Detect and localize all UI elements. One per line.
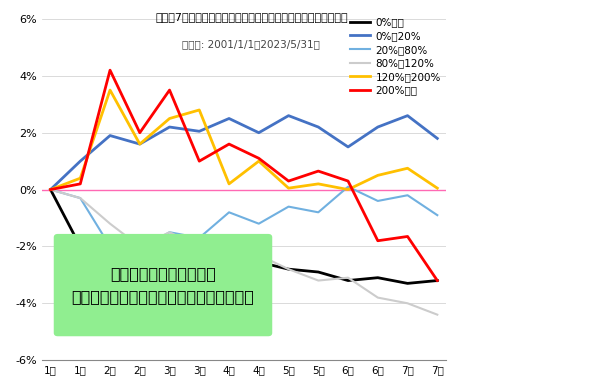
0%以下 xyxy=(374,275,382,280)
80%～120% xyxy=(374,295,382,300)
80%～120% xyxy=(434,312,441,317)
120%～200% xyxy=(47,187,54,192)
200%以上 xyxy=(344,179,352,183)
0%以下 xyxy=(107,246,114,250)
20%～80% xyxy=(314,210,322,215)
Text: 上場後7日間の鉐落率推移（公開価格からの初値鉐落率で分類）: 上場後7日間の鉐落率推移（公開価格からの初値鉐落率で分類） xyxy=(155,12,348,22)
120%～200% xyxy=(374,173,382,178)
200%以上 xyxy=(374,238,382,243)
200%以上 xyxy=(404,234,411,239)
20%～80% xyxy=(107,244,114,249)
0%～20% xyxy=(196,129,203,134)
0%～20% xyxy=(374,125,382,129)
0%以下 xyxy=(434,278,441,283)
Text: （期間: 2001/1/1～2023/5/31）: （期間: 2001/1/1～2023/5/31） xyxy=(183,39,320,49)
20%～80% xyxy=(285,204,292,209)
200%以上 xyxy=(314,169,322,174)
20%～80% xyxy=(404,193,411,198)
120%～200% xyxy=(136,142,143,146)
Line: 120%～200%: 120%～200% xyxy=(50,90,437,190)
0%以下 xyxy=(225,255,232,260)
FancyBboxPatch shape xyxy=(54,234,272,336)
Legend: 0%以下, 0%～20%, 20%～80%, 80%～120%, 120%～200%, 200%以上: 0%以下, 0%～20%, 20%～80%, 80%～120%, 120%～20… xyxy=(350,18,441,96)
20%～80% xyxy=(434,213,441,218)
80%～120% xyxy=(404,301,411,306)
0%～20% xyxy=(47,187,54,192)
80%～120% xyxy=(136,244,143,249)
80%～120% xyxy=(314,278,322,283)
0%以下 xyxy=(77,244,84,249)
0%以下 xyxy=(285,267,292,271)
80%～120% xyxy=(77,196,84,200)
0%以下 xyxy=(404,281,411,286)
20%～80% xyxy=(374,199,382,203)
200%以上 xyxy=(196,159,203,163)
Line: 200%以上: 200%以上 xyxy=(50,70,437,280)
80%～120% xyxy=(225,238,232,243)
0%以下 xyxy=(136,244,143,249)
200%以上 xyxy=(77,181,84,186)
20%～80% xyxy=(47,187,54,192)
120%～200% xyxy=(285,186,292,190)
80%～120% xyxy=(344,275,352,280)
80%～120% xyxy=(166,230,173,234)
200%以上 xyxy=(136,130,143,135)
0%～20% xyxy=(225,116,232,121)
80%～120% xyxy=(196,244,203,249)
20%～80% xyxy=(344,184,352,189)
200%以上 xyxy=(107,68,114,73)
0%以下 xyxy=(166,237,173,242)
200%以上 xyxy=(434,278,441,283)
20%～80% xyxy=(166,230,173,234)
80%～120% xyxy=(47,187,54,192)
120%～200% xyxy=(344,187,352,192)
0%以下 xyxy=(196,240,203,245)
Line: 0%～20%: 0%～20% xyxy=(50,116,437,190)
Line: 80%～120%: 80%～120% xyxy=(50,190,437,315)
200%以上 xyxy=(255,156,262,161)
20%～80% xyxy=(196,236,203,240)
120%～200% xyxy=(196,108,203,112)
120%～200% xyxy=(166,116,173,121)
80%～120% xyxy=(255,253,262,257)
0%～20% xyxy=(77,159,84,163)
Text: １つの分析項目に対し、
上場後７日間の値動きをグラフ化します。: １つの分析項目に対し、 上場後７日間の値動きをグラフ化します。 xyxy=(71,266,255,304)
0%以下 xyxy=(255,260,262,264)
0%～20% xyxy=(404,113,411,118)
Line: 20%～80%: 20%～80% xyxy=(50,187,437,249)
Line: 0%以下: 0%以下 xyxy=(50,190,437,284)
120%～200% xyxy=(404,166,411,170)
120%～200% xyxy=(107,88,114,92)
80%～120% xyxy=(285,267,292,271)
0%～20% xyxy=(434,136,441,141)
20%～80% xyxy=(136,247,143,252)
200%以上 xyxy=(166,88,173,92)
20%～80% xyxy=(255,222,262,226)
0%～20% xyxy=(314,125,322,129)
80%～120% xyxy=(107,222,114,226)
0%以下 xyxy=(47,187,54,192)
20%～80% xyxy=(225,210,232,215)
200%以上 xyxy=(47,187,54,192)
0%～20% xyxy=(344,145,352,149)
120%～200% xyxy=(225,181,232,186)
0%～20% xyxy=(166,125,173,129)
20%～80% xyxy=(77,196,84,200)
0%～20% xyxy=(107,133,114,138)
0%～20% xyxy=(255,130,262,135)
120%～200% xyxy=(314,181,322,186)
0%～20% xyxy=(136,142,143,146)
200%以上 xyxy=(225,142,232,146)
120%～200% xyxy=(77,176,84,181)
0%以下 xyxy=(344,278,352,283)
120%～200% xyxy=(434,186,441,190)
200%以上 xyxy=(285,179,292,183)
0%以下 xyxy=(314,269,322,274)
0%～20% xyxy=(285,113,292,118)
120%～200% xyxy=(255,159,262,163)
